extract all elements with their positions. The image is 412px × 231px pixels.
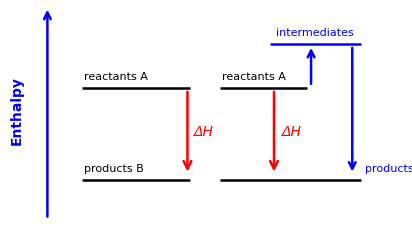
Text: intermediates: intermediates	[276, 28, 354, 38]
Text: products B: products B	[84, 164, 144, 174]
Text: Enthalpy: Enthalpy	[9, 76, 23, 145]
Text: ΔH: ΔH	[282, 125, 302, 139]
Text: products B: products B	[365, 164, 412, 174]
Text: reactants A: reactants A	[84, 72, 148, 82]
Text: reactants A: reactants A	[222, 72, 286, 82]
Text: ΔH: ΔH	[194, 125, 213, 139]
